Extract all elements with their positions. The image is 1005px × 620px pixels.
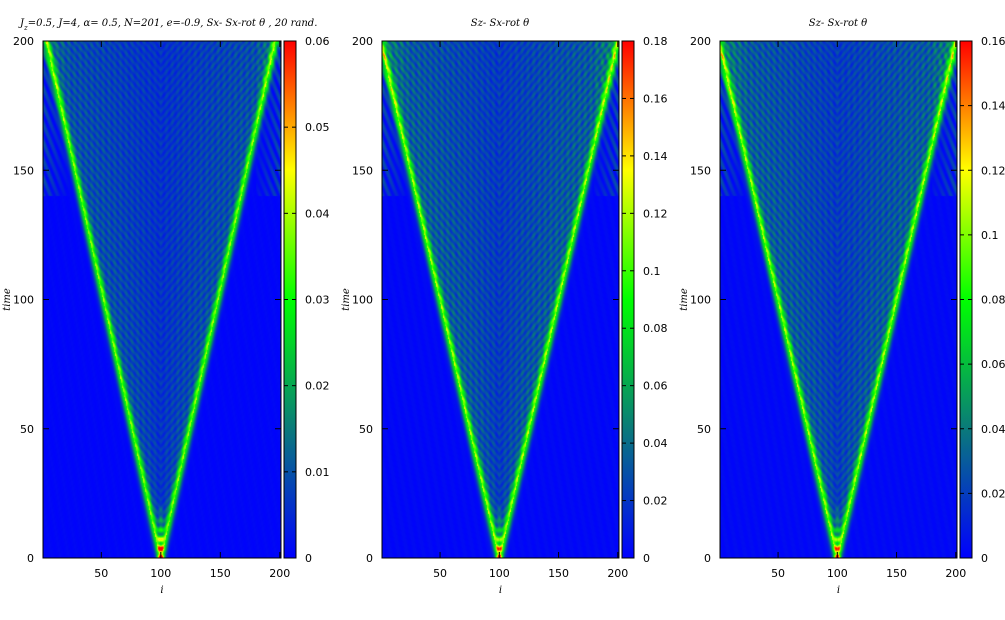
colorbar-tick-label: 0.06: [981, 358, 1005, 371]
panel-1: 50 100 150 200 0 50 100 150 200 i time Jz=0.5, J=4,…: [2, 18, 330, 596]
colorbar-tick-label: 0.03: [305, 294, 330, 307]
x-tick-label: 100: [150, 567, 171, 580]
colorbar-tick-label: 0.04: [643, 437, 668, 450]
y-tick-label: 200: [13, 35, 34, 48]
colorbar-tick-label: 0.16: [981, 35, 1005, 48]
y-tick-label: 150: [13, 164, 34, 177]
colorbar: [621, 40, 635, 559]
colorbar-tick-label: 0.02: [305, 380, 330, 393]
colorbar-tick-label: 0.12: [981, 164, 1005, 177]
colorbar-tick-label: 0.08: [981, 294, 1005, 307]
x-tick-label: 100: [489, 567, 510, 580]
x-axis-label: i: [837, 585, 840, 596]
x-tick-label: 100: [827, 567, 848, 580]
colorbar-tick-label: 0.01: [305, 466, 330, 479]
x-tick-label: 200: [945, 567, 966, 580]
x-tick-label: 150: [548, 567, 569, 580]
panel-2: 50 100 150 200 0 50 100 150 200 i time Sz- Sx-rot θ…: [341, 18, 668, 596]
y-axis-label: time: [679, 288, 690, 311]
colorbar-tick-label: 0.04: [305, 207, 330, 220]
y-tick-label: 50: [359, 423, 373, 436]
x-tick-label: 200: [269, 567, 290, 580]
heatmap-2: [382, 41, 619, 558]
y-tick-label: 150: [352, 164, 373, 177]
colorbar-tick-label: 0.04: [981, 423, 1005, 436]
colorbar-tick-label: 0: [643, 552, 650, 565]
chart-title: Sz- Sx-rot θ: [471, 18, 529, 29]
y-tick-label: 0: [704, 552, 711, 565]
colorbar-tick-label: 0: [981, 552, 988, 565]
y-tick-label: 100: [13, 294, 34, 307]
y-axis-label: time: [2, 288, 13, 311]
x-tick-label: 50: [433, 567, 447, 580]
colorbar-tick-label: 0.18: [643, 35, 668, 48]
chart-title: Sz- Sx-rot θ: [809, 18, 867, 29]
x-tick-label: 50: [771, 567, 785, 580]
colorbar-tick-label: 0: [305, 552, 312, 565]
chart-title: Jz=0.5, J=4, α= 0.5, N=201, e=-0.9, Sx- …: [18, 18, 317, 32]
y-tick-label: 200: [352, 35, 373, 48]
colorbar-tick-label: 0.02: [643, 495, 668, 508]
colorbar-tick-label: 0.05: [305, 121, 330, 134]
y-tick-label: 100: [690, 294, 711, 307]
y-tick-label: 50: [697, 423, 711, 436]
colorbar-tick-label: 0.02: [981, 487, 1005, 500]
heatmap-1: [43, 41, 281, 558]
colorbar-tick-label: 0.06: [305, 35, 330, 48]
colorbar-tick-label: 0.08: [643, 322, 668, 335]
x-axis-label: i: [160, 585, 163, 596]
y-tick-label: 0: [366, 552, 373, 565]
x-tick-label: 50: [94, 567, 108, 580]
y-tick-label: 150: [690, 164, 711, 177]
x-axis-label: i: [499, 585, 502, 596]
y-tick-label: 100: [352, 294, 373, 307]
colorbar-tick-label: 0.1: [643, 265, 661, 278]
x-tick-label: 150: [886, 567, 907, 580]
y-tick-label: 50: [20, 423, 34, 436]
y-tick-label: 200: [690, 35, 711, 48]
colorbar-tick-label: 0.1: [981, 229, 999, 242]
y-axis-label: time: [341, 288, 352, 311]
colorbar-tick-label: 0.06: [643, 380, 668, 393]
colorbar-tick-label: 0.14: [643, 150, 668, 163]
colorbar-tick-label: 0.16: [643, 92, 668, 105]
x-tick-label: 150: [210, 567, 231, 580]
colorbar-tick-label: 0.12: [643, 207, 668, 220]
panel-3: 50 100 150 200 0 50 100 150 200 i time Sz- Sx-rot θ…: [679, 18, 1005, 596]
colorbar-tick-label: 0.14: [981, 100, 1005, 113]
heatmap-3: [720, 41, 957, 558]
y-tick-label: 0: [27, 552, 34, 565]
x-tick-label: 200: [607, 567, 628, 580]
